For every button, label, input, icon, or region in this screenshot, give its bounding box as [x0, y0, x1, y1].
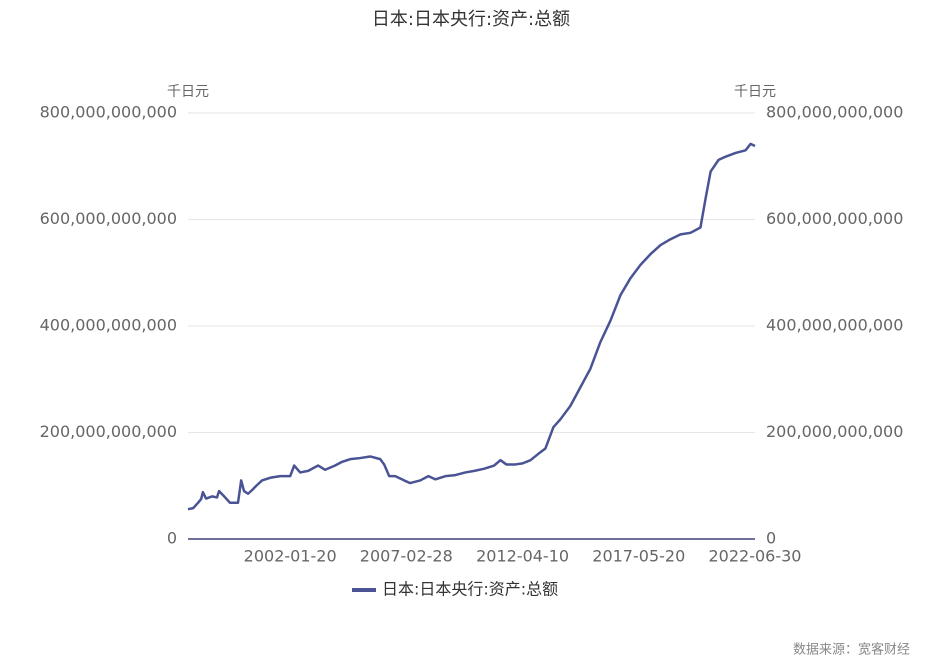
y-unit: 千日元 — [167, 84, 209, 100]
chart-title: 日本:日本央行:资产:总额 — [372, 9, 570, 30]
y-tick-label: 800,000,000,000 — [40, 103, 177, 122]
y2-tick-label: 800,000,000,000 — [766, 103, 903, 122]
x-tick-label: 2007-02-28 — [360, 547, 453, 566]
data-line — [187, 142, 756, 511]
x-tick-label: 2017-05-20 — [592, 547, 685, 566]
x-tick-label: 2022-06-30 — [709, 547, 802, 566]
y-tick-label: 200,000,000,000 — [40, 422, 177, 441]
y2-tick-label: 0 — [766, 529, 776, 548]
y2-tick-label: 400,000,000,000 — [766, 316, 903, 335]
source: 数据来源：宽客财经 — [793, 642, 910, 658]
y-tick-label: 400,000,000,000 — [40, 316, 177, 335]
y2-tick-label: 200,000,000,000 — [766, 422, 903, 441]
x-tick-label: 2002-01-20 — [244, 547, 337, 566]
y-tick-label: 600,000,000,000 — [40, 209, 177, 228]
x-tick-label: 2012-04-10 — [476, 547, 569, 566]
y-tick-label: 0 — [167, 529, 177, 548]
y2-unit: 千日元 — [734, 84, 776, 100]
y2-tick-label: 600,000,000,000 — [766, 209, 903, 228]
legend-label: 日本:日本央行:资产:总额 — [382, 580, 558, 599]
